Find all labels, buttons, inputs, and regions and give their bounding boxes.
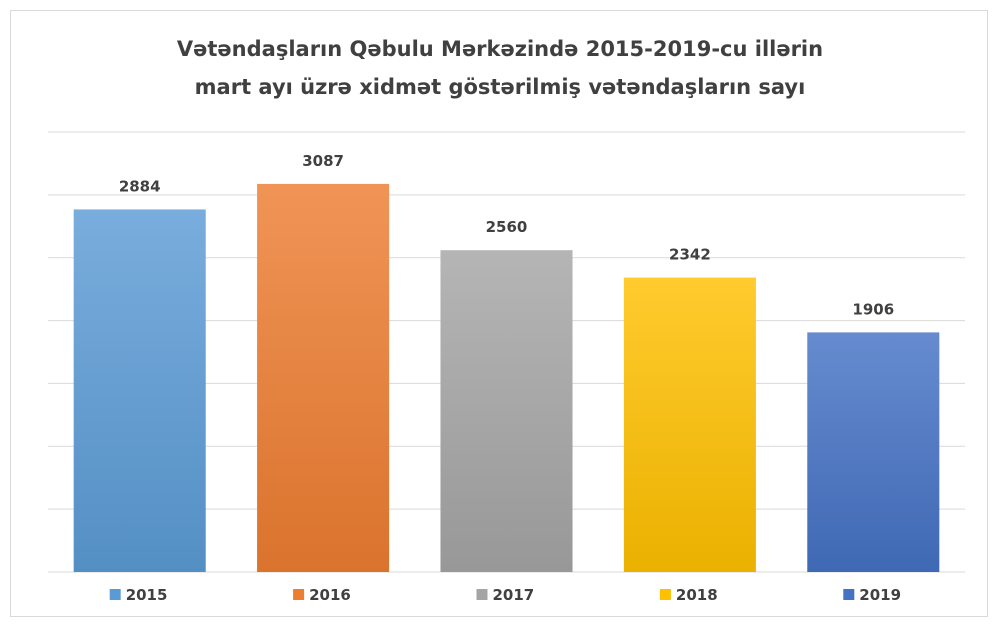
legend-label-2018: 2018 bbox=[676, 586, 718, 604]
legend-label-2019: 2019 bbox=[859, 586, 901, 604]
legend-swatch-2016 bbox=[293, 589, 305, 600]
bar-2018 bbox=[623, 277, 756, 572]
chart-title-line-2: mart ayı üzrə xidmət göstərilmiş vətənda… bbox=[194, 75, 806, 99]
legend-label-2017: 2017 bbox=[493, 586, 535, 604]
bar-2015 bbox=[73, 209, 206, 572]
chart-title-line-1: Vətəndaşların Qəbulu Mərkəzində 2015-201… bbox=[176, 37, 824, 61]
bar-2017 bbox=[440, 250, 573, 572]
legend-swatch-2019 bbox=[843, 589, 855, 600]
legend-swatch-2018 bbox=[659, 589, 671, 600]
data-label-2018: 2342 bbox=[669, 246, 711, 264]
bars bbox=[73, 183, 940, 573]
bar-2019 bbox=[807, 332, 940, 572]
legend: 2015 2016 2017 2018 2019 bbox=[109, 586, 901, 604]
legend-swatch-2015 bbox=[109, 589, 121, 600]
legend-swatch-2017 bbox=[476, 589, 488, 600]
bar-2016 bbox=[257, 183, 390, 573]
data-labels: 2884 3087 2560 2342 1906 bbox=[119, 152, 894, 318]
legend-label-2015: 2015 bbox=[126, 586, 168, 604]
legend-label-2016: 2016 bbox=[309, 586, 351, 604]
data-label-2016: 3087 bbox=[302, 152, 344, 170]
data-label-2019: 1906 bbox=[852, 300, 894, 318]
data-label-2017: 2560 bbox=[486, 218, 528, 236]
chart-title: Vətəndaşların Qəbulu Mərkəzində 2015-201… bbox=[0, 30, 1000, 106]
data-label-2015: 2884 bbox=[119, 177, 161, 195]
